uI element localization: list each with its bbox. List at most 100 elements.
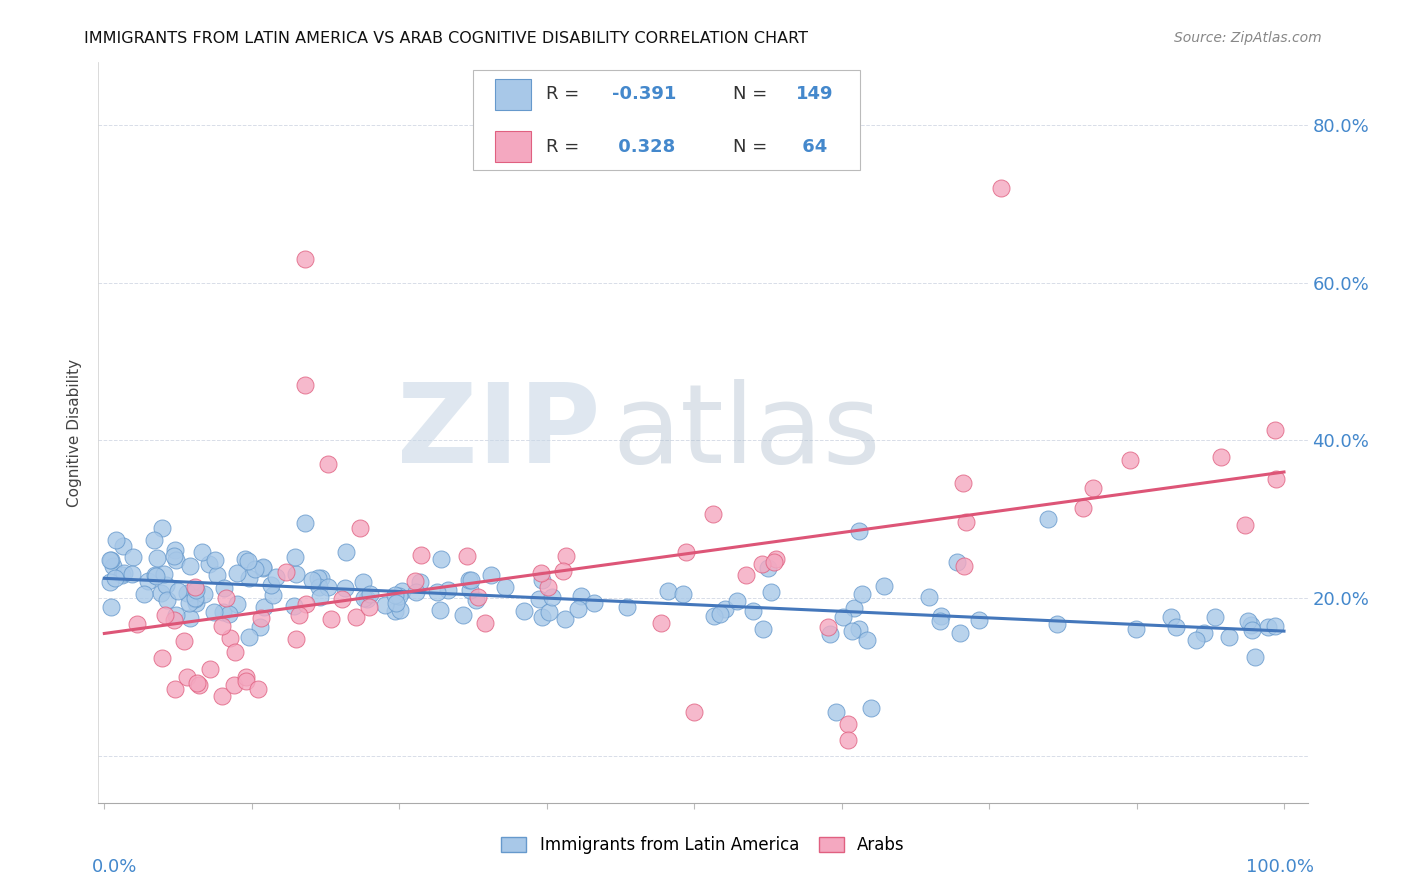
Immigrants from Latin America <box>352 575 374 590</box>
Immigrants from Latin America <box>945 556 967 570</box>
Immigrants from Latin America <box>101 559 124 574</box>
Text: 64: 64 <box>796 138 827 156</box>
Arabs <box>285 632 308 646</box>
Immigrants from Latin America <box>183 583 205 598</box>
Arabs <box>294 252 316 267</box>
Arabs <box>702 507 724 521</box>
Immigrants from Latin America <box>359 587 381 601</box>
Arabs <box>319 612 342 626</box>
Immigrants from Latin America <box>316 580 339 594</box>
Immigrants from Latin America <box>285 566 308 581</box>
Immigrants from Latin America <box>238 571 260 585</box>
Arabs <box>294 378 316 392</box>
Immigrants from Latin America <box>391 583 413 598</box>
Arabs <box>1119 453 1142 467</box>
Arabs <box>411 548 433 562</box>
Immigrants from Latin America <box>100 600 122 615</box>
Arabs <box>554 549 576 563</box>
Immigrants from Latin America <box>967 613 990 627</box>
Immigrants from Latin America <box>531 610 554 624</box>
Arabs <box>200 662 222 676</box>
Immigrants from Latin America <box>205 568 228 582</box>
Immigrants from Latin America <box>374 599 396 613</box>
Immigrants from Latin America <box>132 587 155 601</box>
Immigrants from Latin America <box>388 589 411 603</box>
Arabs <box>235 670 257 684</box>
Arabs <box>683 705 706 719</box>
Immigrants from Latin America <box>1036 512 1059 526</box>
Arabs <box>467 590 489 604</box>
Immigrants from Latin America <box>832 610 855 624</box>
Text: -0.391: -0.391 <box>613 86 676 103</box>
Arabs <box>218 632 240 646</box>
Arabs <box>990 181 1012 195</box>
Immigrants from Latin America <box>145 551 167 566</box>
Immigrants from Latin America <box>294 516 316 530</box>
Arabs <box>537 580 560 594</box>
Immigrants from Latin America <box>309 590 332 604</box>
Arabs <box>762 555 785 569</box>
Y-axis label: Cognitive Disability: Cognitive Disability <box>67 359 83 507</box>
Arabs <box>250 610 273 624</box>
Immigrants from Latin America <box>848 524 870 538</box>
Immigrants from Latin America <box>353 591 375 606</box>
Immigrants from Latin America <box>179 596 201 610</box>
Immigrants from Latin America <box>253 600 276 615</box>
Immigrants from Latin America <box>1243 650 1265 665</box>
Arabs <box>173 634 195 648</box>
Immigrants from Latin America <box>458 573 481 587</box>
Immigrants from Latin America <box>1257 620 1279 634</box>
Arabs <box>163 613 186 627</box>
Immigrants from Latin America <box>741 604 763 618</box>
Arabs <box>184 580 207 594</box>
Immigrants from Latin America <box>384 604 406 618</box>
Text: IMMIGRANTS FROM LATIN AMERICA VS ARAB COGNITIVE DISABILITY CORRELATION CHART: IMMIGRANTS FROM LATIN AMERICA VS ARAB CO… <box>84 31 808 46</box>
Arabs <box>650 615 672 630</box>
Immigrants from Latin America <box>409 575 432 590</box>
Text: 149: 149 <box>796 86 834 103</box>
Immigrants from Latin America <box>1204 610 1226 624</box>
Immigrants from Latin America <box>873 579 896 593</box>
Immigrants from Latin America <box>761 584 783 599</box>
Immigrants from Latin America <box>249 620 271 634</box>
Arabs <box>675 545 697 559</box>
Immigrants from Latin America <box>948 625 970 640</box>
Arabs <box>318 457 340 471</box>
Arabs <box>765 552 787 566</box>
Immigrants from Latin America <box>184 591 207 606</box>
Text: Source: ZipAtlas.com: Source: ZipAtlas.com <box>1174 31 1322 45</box>
Immigrants from Latin America <box>309 571 332 585</box>
Immigrants from Latin America <box>426 584 449 599</box>
Immigrants from Latin America <box>111 568 134 582</box>
Immigrants from Latin America <box>569 589 592 603</box>
Immigrants from Latin America <box>385 596 408 610</box>
Immigrants from Latin America <box>150 521 173 535</box>
Immigrants from Latin America <box>165 543 187 558</box>
Immigrants from Latin America <box>104 571 127 585</box>
Arabs <box>817 620 839 634</box>
Text: 100.0%: 100.0% <box>1246 858 1313 876</box>
Immigrants from Latin America <box>145 567 167 582</box>
Immigrants from Latin America <box>252 559 274 574</box>
Immigrants from Latin America <box>758 561 780 575</box>
Immigrants from Latin America <box>238 554 260 568</box>
Arabs <box>176 670 198 684</box>
Immigrants from Latin America <box>153 567 176 582</box>
Immigrants from Latin America <box>212 605 235 619</box>
Immigrants from Latin America <box>155 578 177 592</box>
Immigrants from Latin America <box>149 585 172 599</box>
Immigrants from Latin America <box>567 602 589 616</box>
Arabs <box>1081 481 1104 495</box>
Immigrants from Latin America <box>100 553 122 567</box>
Immigrants from Latin America <box>112 566 135 580</box>
Arabs <box>215 591 238 605</box>
Immigrants from Latin America <box>307 571 329 585</box>
Immigrants from Latin America <box>453 607 475 622</box>
Arabs <box>224 645 246 659</box>
Text: R =: R = <box>546 138 585 156</box>
Arabs <box>404 574 426 588</box>
Arabs <box>246 681 269 696</box>
Immigrants from Latin America <box>479 567 502 582</box>
Arabs <box>186 675 208 690</box>
Immigrants from Latin America <box>405 585 427 599</box>
